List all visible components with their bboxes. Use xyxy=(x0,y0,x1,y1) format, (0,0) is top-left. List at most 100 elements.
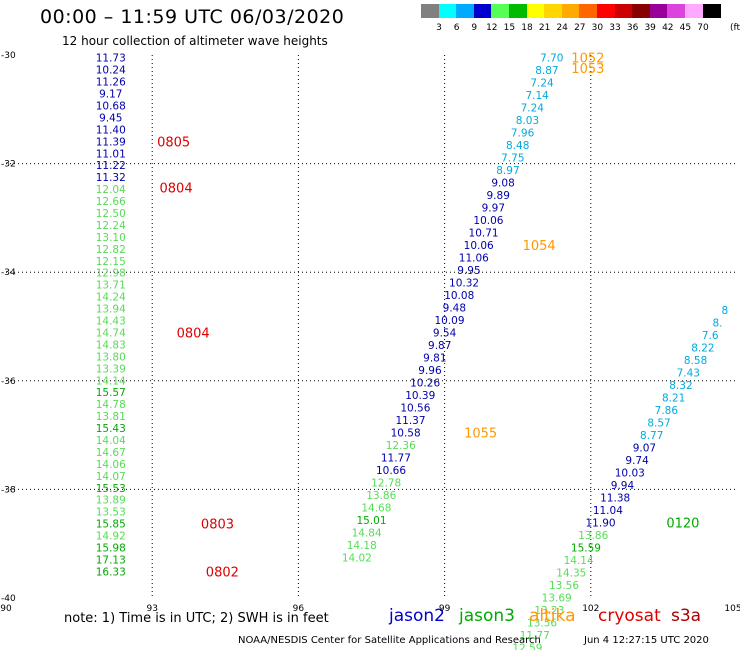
swh-value-label: 17.13 xyxy=(96,554,126,566)
swh-value-label: 10.06 xyxy=(464,240,494,252)
swh-value-label: 13.10 xyxy=(96,232,126,244)
swh-value-label: 14.14 xyxy=(564,555,594,567)
scale-label: 45 xyxy=(679,23,692,33)
scale-swatch xyxy=(438,4,457,18)
scale-swatch xyxy=(685,4,703,18)
x-tick-label: 93 xyxy=(146,604,157,614)
swh-value-label: 14.14 xyxy=(96,375,126,387)
swh-value-label: 11.38 xyxy=(600,493,630,505)
footer-timestamp: Jun 4 12:27:15 UTC 2020 xyxy=(584,635,709,646)
pass-id-label: 0802 xyxy=(206,565,239,580)
scale-swatch xyxy=(509,4,527,18)
swh-value-label: 14.92 xyxy=(96,531,126,543)
scale-label: 30 xyxy=(591,23,604,33)
swh-value-label: 9.48 xyxy=(443,302,466,314)
swh-value-label: 8.97 xyxy=(496,165,519,177)
satellite-label-jason2: jason2 xyxy=(389,606,445,626)
scale-label: 27 xyxy=(574,23,586,33)
swh-value-label: 9.17 xyxy=(99,89,122,101)
y-tick-label: -34 xyxy=(1,268,16,278)
swh-value-label: 9.97 xyxy=(482,203,505,215)
scale-swatch xyxy=(456,4,475,18)
scale-swatch xyxy=(702,4,721,18)
swh-value-label: 12.50 xyxy=(96,208,126,220)
swh-value-label: 11.90 xyxy=(586,518,616,530)
swh-value-label: 12.59 xyxy=(512,642,542,650)
swh-value-label: 9.94 xyxy=(611,480,635,492)
swh-value-label: 11.77 xyxy=(381,452,411,464)
swh-value-label: 9.95 xyxy=(457,265,480,277)
swh-value-label: 14.78 xyxy=(96,399,126,411)
swh-value-label: 13.39 xyxy=(96,363,126,375)
x-tick-label: 96 xyxy=(293,604,305,614)
swh-value-label: 15.53 xyxy=(96,483,126,495)
scale-swatch xyxy=(667,4,686,18)
swh-value-label: 9.96 xyxy=(418,365,442,377)
scale-label: 36 xyxy=(626,23,639,33)
swh-value-label: 11.40 xyxy=(96,124,126,136)
scale-swatch xyxy=(473,4,492,18)
swh-value-label: 10.08 xyxy=(444,290,474,302)
scale-label: 3 xyxy=(436,23,442,33)
swh-value-label: 12.82 xyxy=(96,244,126,256)
swh-value-label: 14.02 xyxy=(342,552,372,564)
swh-value-label: 14.06 xyxy=(96,459,126,471)
swh-value-label: 9.74 xyxy=(625,455,649,467)
swh-value-label: 7.86 xyxy=(655,405,679,417)
swh-value-label: 16.33 xyxy=(96,566,126,578)
scale-swatch xyxy=(649,4,668,18)
y-tick-label: -40 xyxy=(1,594,16,604)
scale-unit-label: (ft) xyxy=(730,23,740,33)
swh-value-label: 8.22 xyxy=(691,343,714,355)
swh-value-label: 14.24 xyxy=(96,292,126,304)
scale-label: 18 xyxy=(521,23,533,33)
swh-value-label: 10.66 xyxy=(376,465,406,477)
swh-value-label: 14.18 xyxy=(347,540,377,552)
swh-value-label: 15.98 xyxy=(96,543,126,555)
swh-value-label: 12.78 xyxy=(371,477,401,489)
footer-credit: NOAA/NESDIS Center for Satellite Applica… xyxy=(238,635,541,646)
swh-value-label: 14.84 xyxy=(352,527,382,539)
chart-title: 00:00 – 11:59 UTC 06/03/2020 xyxy=(40,6,345,28)
swh-value-label: 10.68 xyxy=(96,100,126,112)
scale-swatch xyxy=(544,4,563,18)
swh-value-label: 10.71 xyxy=(469,228,499,240)
swh-value-label: 8.57 xyxy=(647,418,670,430)
swh-value-label: 7.43 xyxy=(677,368,700,380)
swh-value-label: 13.23 xyxy=(534,605,564,617)
swh-value-label: 12.04 xyxy=(96,184,126,196)
swh-value-label: 11.32 xyxy=(96,172,126,184)
swh-value-label: 7.24 xyxy=(521,103,545,115)
swh-value-label: 15.57 xyxy=(96,387,126,399)
swh-value-label: 9.07 xyxy=(633,443,656,455)
x-tick-label: 90 xyxy=(0,604,12,614)
scale-swatch xyxy=(561,4,580,18)
scale-label: 70 xyxy=(697,23,709,33)
swh-value-label: 13.94 xyxy=(96,304,126,316)
pass-id-label: 0804 xyxy=(160,181,193,196)
swh-value-label: 11.77 xyxy=(520,630,550,642)
swh-value-label: 11.37 xyxy=(395,415,425,427)
swh-value-label: 14.07 xyxy=(96,471,126,483)
swh-value-label: 10.06 xyxy=(473,215,503,227)
swh-value-label: 14.83 xyxy=(96,339,126,351)
swh-value-label: 7.75 xyxy=(501,153,524,165)
y-tick-label: -36 xyxy=(1,377,16,387)
swh-value-label: 7.96 xyxy=(511,128,535,140)
swh-value-label: 11.01 xyxy=(96,148,126,160)
scale-swatch xyxy=(421,4,439,18)
swh-value-label: 7.70 xyxy=(540,53,563,65)
y-tick-label: -32 xyxy=(1,160,16,170)
swh-value-label: 11.04 xyxy=(593,505,623,517)
note-text: note: 1) Time is in UTC; 2) SWH is in fe… xyxy=(64,611,329,626)
swh-value-label: 12.98 xyxy=(96,268,126,280)
swh-value-label: 14.67 xyxy=(96,447,126,459)
swh-value-label: 9.87 xyxy=(428,340,451,352)
scale-swatch xyxy=(491,4,510,18)
scale-swatch xyxy=(579,4,598,18)
swh-value-label: 11.26 xyxy=(96,77,126,89)
scale-swatch xyxy=(526,4,545,18)
swh-value-label: 9.81 xyxy=(423,352,446,364)
swh-value-label: 12.15 xyxy=(96,256,126,268)
